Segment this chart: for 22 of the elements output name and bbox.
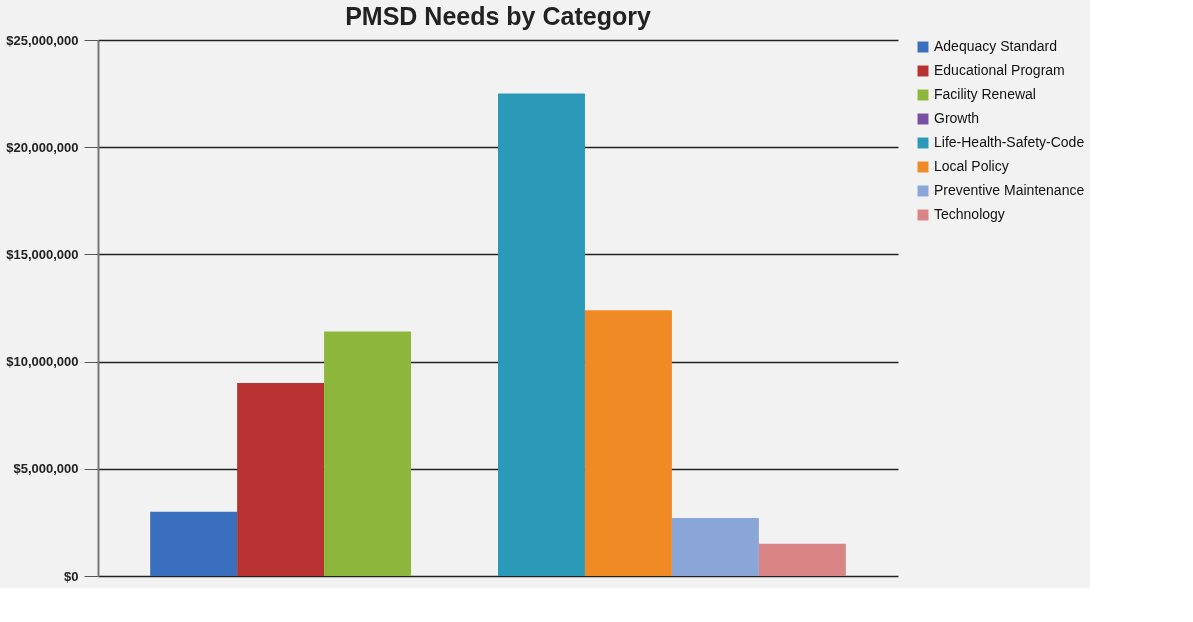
legend-label: Educational Program xyxy=(934,62,1065,78)
y-tick-label: $20,000,000 xyxy=(6,139,79,155)
legend-label: Life-Health-Safety-Code xyxy=(934,134,1085,150)
legend-label: Local Policy xyxy=(934,158,1009,174)
bar xyxy=(324,331,412,576)
bar xyxy=(498,93,585,576)
bar xyxy=(758,543,846,576)
bar xyxy=(150,511,238,576)
y-tick-label: $0 xyxy=(64,568,79,584)
legend-label: Preventive Maintenance xyxy=(934,182,1085,198)
y-tick-label: $15,000,000 xyxy=(6,246,79,262)
chart-title: PMSD Needs by Category xyxy=(345,2,651,30)
bar xyxy=(237,383,325,576)
legend-label: Growth xyxy=(934,110,980,126)
y-tick-label: $25,000,000 xyxy=(6,32,79,48)
bar xyxy=(584,310,672,576)
y-tick-label: $5,000,000 xyxy=(13,461,79,477)
legend-label: Facility Renewal xyxy=(934,86,1036,102)
bar xyxy=(671,518,759,576)
legend-label: Adequacy Standard xyxy=(934,38,1057,54)
legend-label: Technology xyxy=(934,206,1005,222)
y-tick-label: $10,000,000 xyxy=(6,354,79,370)
